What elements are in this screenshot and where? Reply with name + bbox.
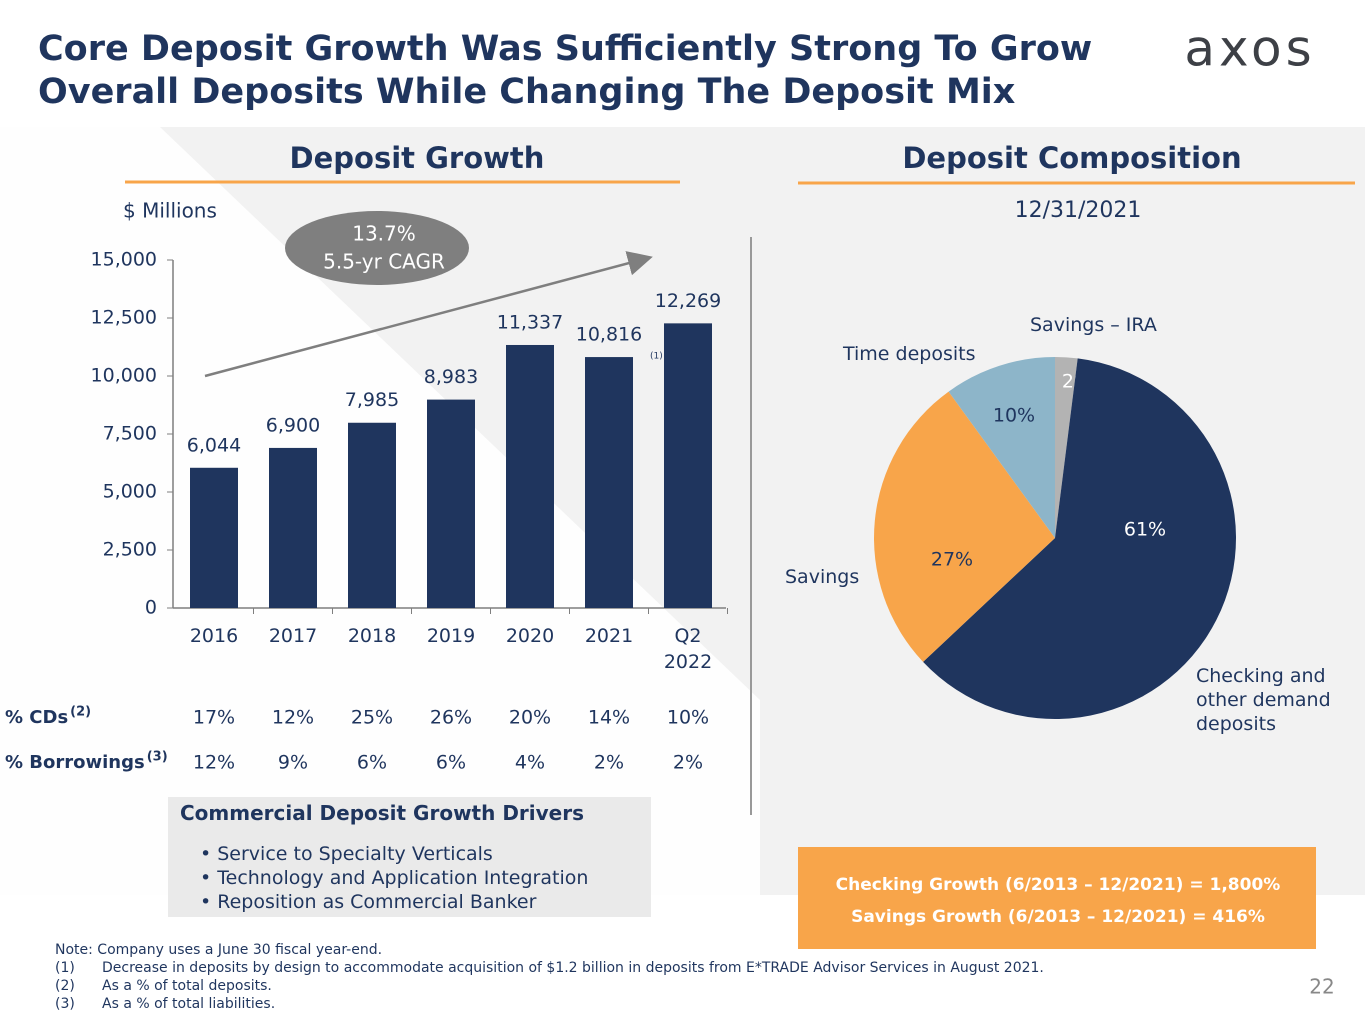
y-tick-label: 0 <box>145 597 157 619</box>
row-label: % CDs <box>5 707 68 728</box>
y-tick-label: 12,500 <box>91 307 157 329</box>
data-label: 12,269 <box>655 290 721 312</box>
pie-value-label: 61% <box>1124 519 1166 541</box>
driver-item: Reposition as Commercial Banker <box>200 891 536 913</box>
page-number: 22 <box>1309 975 1334 999</box>
y-tick-label: 2,500 <box>103 539 157 561</box>
y-tick-label: 15,000 <box>91 249 157 271</box>
data-label: 6,900 <box>266 414 320 436</box>
table-cell: 26% <box>430 707 472 729</box>
growth-line: Checking Growth (6/2013 – 12/2021) = 1,8… <box>836 875 1281 895</box>
table-cell: 4% <box>515 752 545 774</box>
pie-category-label: Savings – IRA <box>1030 314 1157 336</box>
table-cell: 12% <box>272 707 314 729</box>
bar <box>427 399 475 608</box>
pie-category-label: Checking and other demand deposits <box>1196 665 1331 735</box>
drivers-title: Commercial Deposit Growth Drivers <box>180 801 585 825</box>
pie-slice <box>923 358 1236 719</box>
x-tick-label: 2021 <box>584 625 634 647</box>
pie-slice <box>948 357 1055 538</box>
table-cell: 20% <box>509 707 551 729</box>
x-tick-label: 2019 <box>426 625 476 647</box>
table-cell: 12% <box>193 752 235 774</box>
bar <box>506 344 554 608</box>
bar <box>348 422 396 608</box>
row-note: (2) <box>70 705 91 720</box>
y-tick-label: 7,500 <box>103 423 157 445</box>
bar <box>190 467 238 608</box>
x-tick-label: 2016 <box>189 625 239 647</box>
chart-title: Deposit Growth <box>290 141 545 175</box>
logo: axos <box>1184 20 1315 78</box>
driver-item: Technology and Application Integration <box>200 867 588 889</box>
driver-item: Service to Specialty Verticals <box>200 843 493 865</box>
slide-title: Overall Deposits While Changing The Depo… <box>38 72 1016 112</box>
trend-arrow <box>204 251 653 378</box>
row-note: (3) <box>147 750 168 765</box>
pie-category-label: Savings <box>785 566 860 588</box>
pie-slice <box>874 391 1055 662</box>
data-label: 8,983 <box>424 366 478 388</box>
data-label: 7,985 <box>345 389 399 411</box>
table-cell: 17% <box>193 707 235 729</box>
footnote-number: (3) <box>55 996 75 1012</box>
growth-line: Savings Growth (6/2013 – 12/2021) = 416% <box>851 907 1265 927</box>
pie-value-label: 27% <box>931 549 973 571</box>
chart-subtitle: 12/31/2021 <box>1015 198 1142 223</box>
bar <box>664 323 712 608</box>
footnote-number: (1) <box>55 960 75 976</box>
table-cell: 2% <box>594 752 624 774</box>
footnote-text: As a % of total liabilities. <box>102 996 276 1012</box>
data-label: 6,044 <box>187 434 241 456</box>
annotation: 5.5-yr CAGR <box>323 250 445 274</box>
y-tick-label: 10,000 <box>91 365 157 387</box>
footnote-mark: (1) <box>650 352 663 362</box>
x-tick-label: 2017 <box>268 625 318 647</box>
footnote-text: Decrease in deposits by design to accomm… <box>102 960 1044 976</box>
cagr-bubble <box>285 211 469 285</box>
table-cell: 6% <box>357 752 387 774</box>
x-tick-label: Q2 2022 <box>663 625 713 673</box>
x-tick-label: 2020 <box>505 625 555 647</box>
footnote-number: (2) <box>55 978 75 994</box>
table-cell: 2% <box>673 752 703 774</box>
footnote-text: As a % of total deposits. <box>102 978 272 994</box>
chart-title: Deposit Composition <box>902 141 1241 175</box>
data-label: 11,337 <box>497 311 563 333</box>
table-cell: 14% <box>588 707 630 729</box>
table-cell: 6% <box>436 752 466 774</box>
annotation: 13.7% <box>352 222 416 246</box>
x-tick-label: 2018 <box>347 625 397 647</box>
pie-value-label: 10% <box>993 405 1035 427</box>
data-label: 10,816 <box>576 324 642 346</box>
pie-category-label: Time deposits <box>843 343 976 365</box>
pie-slice <box>1055 357 1078 538</box>
table-cell: 9% <box>278 752 308 774</box>
y-tick-label: 5,000 <box>103 481 157 503</box>
y-axis-label: $ Millions <box>123 199 217 223</box>
table-cell: 10% <box>667 707 709 729</box>
row-label: % Borrowings <box>5 752 145 773</box>
slide-title: Core Deposit Growth Was Sufficiently Str… <box>38 29 1092 69</box>
table-cell: 25% <box>351 707 393 729</box>
bar <box>585 357 633 608</box>
footnote: Note: Company uses a June 30 fiscal year… <box>55 942 383 958</box>
bar <box>269 447 317 608</box>
growth-box <box>798 847 1316 949</box>
